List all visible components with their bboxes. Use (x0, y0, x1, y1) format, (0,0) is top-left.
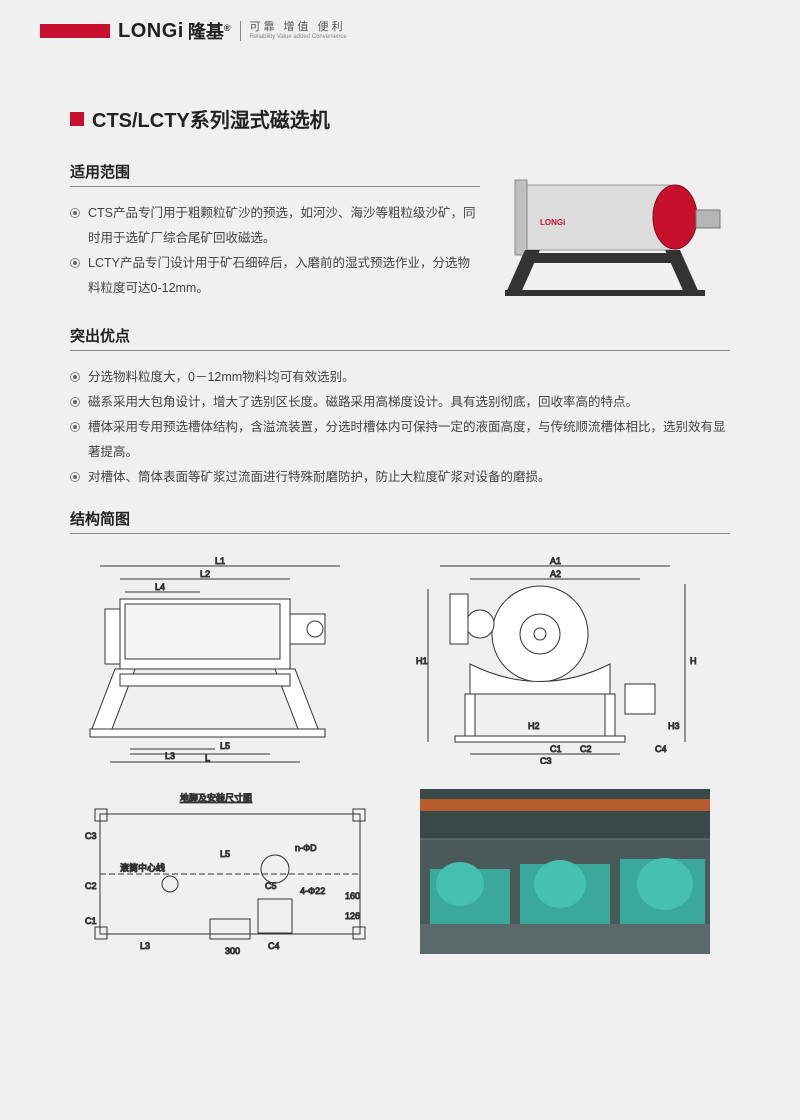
logo-cn: 隆基® (188, 18, 231, 44)
title-row: CTS/LCTY系列湿式磁选机 (70, 104, 730, 133)
svg-text:n-ΦD: n-ΦD (295, 843, 317, 853)
svg-text:L5: L5 (220, 849, 230, 859)
bullet-icon (70, 397, 80, 407)
bullet-icon (70, 372, 80, 382)
diagram-row: L1 L2 L4 (70, 554, 730, 764)
tagline: 可靠 增值 便利 Reliability Value added Conveni… (240, 21, 346, 41)
svg-text:C1: C1 (85, 916, 97, 926)
list-item: 对槽体、筒体表面等矿浆过流面进行特殊耐磨防护，防止大粒度矿浆对设备的磨损。 (70, 465, 730, 490)
title-square-icon (70, 112, 84, 126)
svg-text:300: 300 (225, 946, 240, 956)
svg-text:H3: H3 (668, 721, 680, 731)
section-scope-heading: 适用范围 (70, 161, 480, 187)
list-item: CTS产品专门用于粗颗粒矿沙的预选，如河沙、海沙等粗粒级沙矿，同时用于选矿厂综合… (70, 201, 480, 251)
svg-text:C3: C3 (85, 831, 97, 841)
factory-photo (420, 789, 710, 959)
diagram-side: A1 A2 (410, 554, 710, 764)
svg-text:H1: H1 (416, 656, 428, 666)
svg-text:L4: L4 (155, 582, 165, 592)
svg-text:C2: C2 (85, 881, 97, 891)
svg-text:H2: H2 (528, 721, 540, 731)
scope-list: CTS产品专门用于粗颗粒矿沙的预选，如河沙、海沙等粗粒级沙矿，同时用于选矿厂综合… (70, 201, 480, 301)
bullet-icon (70, 258, 80, 268)
logo-bar (40, 24, 110, 38)
svg-text:L2: L2 (200, 569, 210, 579)
svg-text:C1: C1 (550, 744, 562, 754)
svg-text:C2: C2 (580, 744, 592, 754)
section-adv-heading: 突出优点 (70, 325, 730, 351)
svg-text:L3: L3 (165, 751, 175, 761)
list-item: LCTY产品专门设计用于矿石细碎后，入磨前的湿式预选作业，分选物料粒度可达0-1… (70, 251, 480, 301)
bullet-icon (70, 472, 80, 482)
diagram-front: L1 L2 L4 (70, 554, 370, 764)
advantages-list: 分选物料粒度大，0－12mm物料均可有效选别。 磁系采用大包角设计，增大了选别区… (70, 365, 730, 490)
svg-text:160: 160 (345, 891, 360, 901)
section-structure-heading: 结构简图 (70, 508, 730, 534)
svg-text:C4: C4 (655, 744, 667, 754)
svg-text:C3: C3 (540, 756, 552, 764)
page-title: CTS/LCTY系列湿式磁选机 (92, 104, 330, 133)
svg-text:L1: L1 (215, 556, 225, 566)
svg-text:滚筒中心线: 滚筒中心线 (120, 862, 165, 873)
svg-text:L: L (205, 753, 210, 763)
svg-text:4-Φ22: 4-Φ22 (300, 886, 325, 896)
bottom-row: 地脚及安装尺寸图 滚筒中心线 (70, 789, 730, 959)
svg-text:L5: L5 (220, 741, 230, 751)
svg-text:H: H (690, 656, 697, 666)
svg-text:A1: A1 (550, 556, 561, 566)
diagram-foundation: 地脚及安装尺寸图 滚筒中心线 (70, 789, 390, 959)
page-header: LONGi 隆基® 可靠 增值 便利 Reliability Value add… (0, 0, 800, 54)
list-item: 磁系采用大包角设计，增大了选别区长度。磁路采用高梯度设计。具有选别彻底，回收率高… (70, 390, 730, 415)
content-area: CTS/LCTY系列湿式磁选机 适用范围 CTS产品专门用于粗颗粒矿沙的预选，如… (0, 54, 800, 979)
list-item: 分选物料粒度大，0－12mm物料均可有效选别。 (70, 365, 730, 390)
bullet-icon (70, 422, 80, 432)
logo-text: LONGi (118, 20, 184, 43)
product-image: LONGi (500, 155, 730, 305)
svg-text:A2: A2 (550, 569, 561, 579)
bullet-icon (70, 208, 80, 218)
svg-text:L3: L3 (140, 941, 150, 951)
svg-text:地脚及安装尺寸图: 地脚及安装尺寸图 (180, 792, 252, 803)
list-item: 槽体采用专用预选槽体结构，含溢流装置，分选时槽体内可保持一定的液面高度，与传统顺… (70, 415, 730, 465)
svg-text:126: 126 (345, 911, 360, 921)
svg-text:LONGi: LONGi (540, 218, 565, 227)
svg-text:C4: C4 (268, 941, 280, 951)
svg-text:C5: C5 (265, 881, 277, 891)
